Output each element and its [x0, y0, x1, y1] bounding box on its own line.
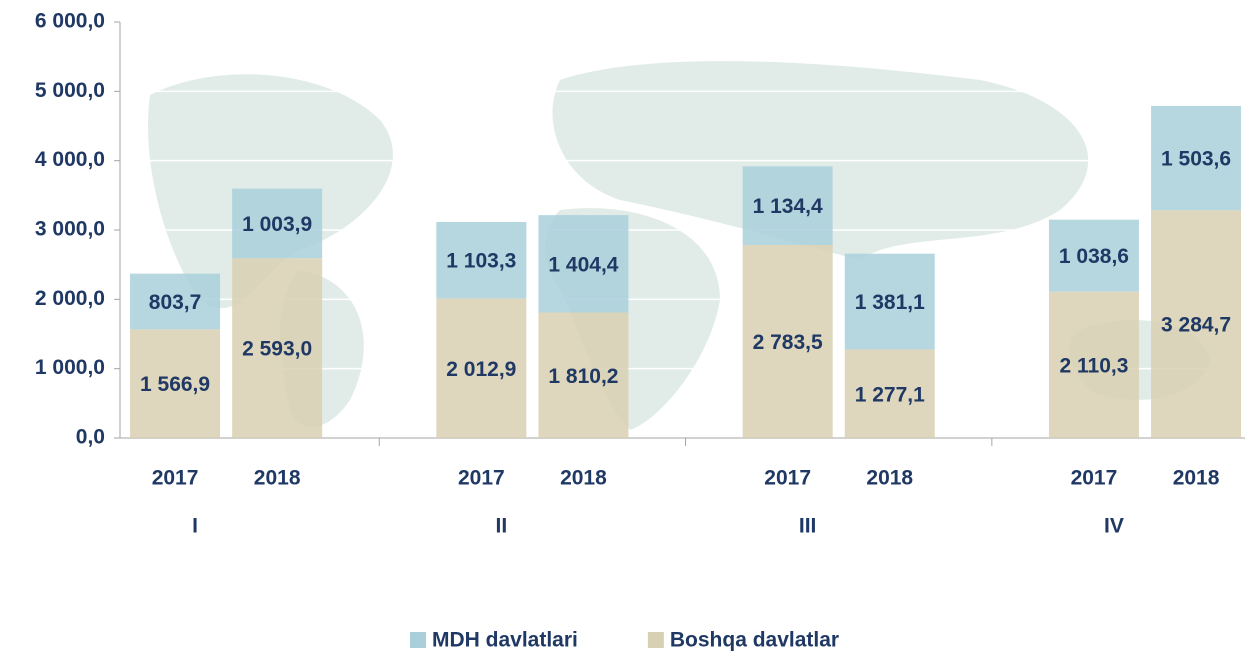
legend-label: MDH davlatlari [432, 629, 578, 652]
group-label: III [799, 515, 817, 538]
y-tick-label: 0,0 [76, 426, 105, 449]
bar-segment [1048, 291, 1139, 438]
group-label: I [192, 515, 198, 538]
y-tick-label: 2 000,0 [35, 287, 105, 310]
x-tick-label: 2017 [764, 467, 811, 490]
value-label: 1 038,6 [1059, 245, 1129, 268]
bar-segment [436, 221, 527, 299]
x-tick-label: 2017 [458, 467, 505, 490]
value-label: 1 003,9 [242, 213, 312, 236]
x-tick-label: 2018 [254, 467, 301, 490]
bar-segment [1048, 219, 1139, 292]
bar-segment [538, 215, 629, 313]
x-tick-label: 2018 [1173, 467, 1220, 490]
value-label: 1 566,9 [140, 373, 210, 396]
value-label: 2 593,0 [242, 338, 312, 361]
value-label: 2 110,3 [1059, 354, 1128, 377]
bar-segment [538, 312, 629, 438]
value-label: 1 103,3 [446, 250, 516, 273]
value-label: 2 783,5 [753, 331, 823, 354]
legend-swatch [647, 632, 664, 648]
group-label: II [496, 515, 508, 538]
bar-segment [844, 349, 935, 438]
bar-segment [1151, 210, 1242, 438]
value-label: 3 284,7 [1161, 314, 1231, 337]
bar-segment [742, 166, 833, 246]
bar-segment [130, 329, 221, 438]
value-label: 2 012,9 [446, 358, 516, 381]
x-tick-label: 2017 [1071, 467, 1118, 490]
bar-segment [232, 258, 323, 438]
bar-segment [130, 273, 221, 330]
bar-segment [436, 298, 527, 438]
y-tick-label: 3 000,0 [35, 218, 105, 241]
value-label: 803,7 [149, 291, 202, 314]
value-label: 1 810,2 [548, 365, 618, 388]
legend-label: Boshqa davlatlar [670, 629, 839, 652]
y-tick-label: 6 000,0 [35, 10, 105, 33]
legend-swatch [410, 632, 426, 648]
bar-segment [1151, 106, 1242, 211]
bar-segment [232, 188, 323, 259]
y-tick-label: 4 000,0 [35, 148, 105, 171]
x-tick-label: 2017 [152, 467, 199, 490]
y-tick-label: 1 000,0 [35, 356, 105, 379]
value-label: 1 404,4 [548, 253, 618, 276]
bar-segment [844, 253, 935, 350]
value-label: 1 503,6 [1161, 148, 1231, 171]
y-tick-label: 5 000,0 [35, 79, 105, 102]
value-label: 1 277,1 [855, 383, 925, 406]
x-tick-label: 2018 [560, 467, 607, 490]
value-label: 1 381,1 [855, 291, 925, 314]
value-label: 1 134,4 [753, 195, 823, 218]
group-label: IV [1104, 515, 1124, 538]
x-tick-label: 2018 [866, 467, 913, 490]
bar-segment [742, 245, 833, 438]
